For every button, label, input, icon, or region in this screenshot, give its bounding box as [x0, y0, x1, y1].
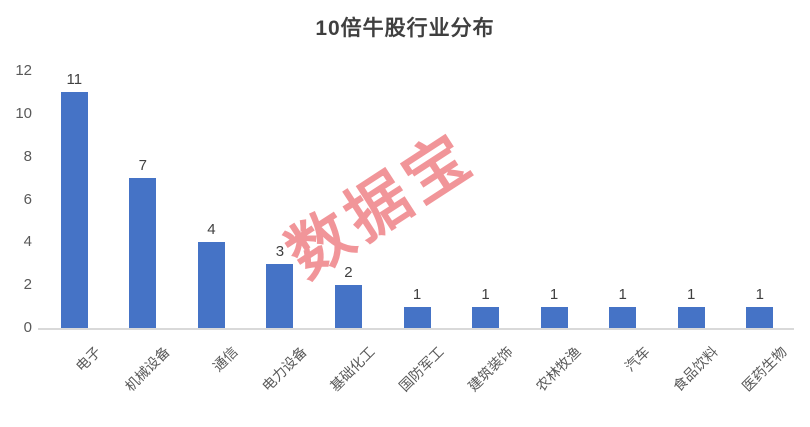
bar-value-label: 1 [549, 285, 559, 303]
bar-机械设备 [129, 178, 157, 328]
x-axis-cell: 食品饮料 [657, 330, 726, 425]
y-axis-tick-label: 8 [23, 147, 32, 165]
bar-医药生物 [746, 306, 774, 328]
x-axis-baseline [38, 328, 794, 330]
x-axis-cell: 汽车 [588, 330, 657, 425]
bar-国防军工 [403, 306, 431, 328]
y-axis-tick-label: 4 [23, 233, 32, 251]
bar-电子 [60, 92, 88, 328]
bar-slot-农林牧渔: 1 [520, 71, 589, 328]
bar-value-label: 1 [755, 285, 764, 303]
plot-area: 11 7 4 3 2 1 1 1 1 1 1 [40, 71, 794, 328]
bar-value-label: 4 [207, 221, 216, 239]
x-axis-cell: 医药生物 [725, 330, 794, 425]
bar-食品饮料 [677, 306, 705, 328]
x-axis-category-label: 建筑装饰 [464, 343, 516, 395]
bar-value-label: 7 [138, 157, 147, 175]
y-axis-tick-label: 12 [15, 62, 32, 79]
x-axis-category-label: 电力设备 [258, 343, 310, 395]
x-axis-category-label: 国防军工 [395, 343, 447, 395]
bar-slot-医药生物: 1 [725, 71, 794, 328]
bar-value-label: 2 [344, 264, 353, 282]
x-axis-category-label: 机械设备 [121, 343, 173, 395]
x-axis-category-label: 农林牧渔 [532, 343, 584, 395]
bar-slot-通信: 4 [177, 71, 246, 328]
x-axis-cell: 电力设备 [246, 330, 315, 425]
bar-value-label: 1 [481, 285, 490, 303]
y-axis: 0 2 4 6 8 10 12 [0, 63, 32, 336]
bar-value-label: 1 [618, 285, 627, 303]
bar-基础化工 [334, 285, 362, 328]
bar-slot-国防军工: 1 [383, 71, 452, 328]
y-axis-tick-label: 0 [23, 319, 32, 336]
bar-通信 [197, 242, 225, 328]
bar-value-label: 11 [66, 71, 83, 89]
bar-slot-电子: 11 [40, 71, 109, 328]
bar-农林牧渔 [540, 306, 568, 328]
bar-slot-电力设备: 3 [246, 71, 315, 328]
y-axis-tick-label: 10 [15, 104, 32, 122]
x-axis-category-label: 基础化工 [327, 343, 379, 395]
bar-slot-汽车: 1 [588, 71, 657, 328]
chart-title: 10倍牛股行业分布 [315, 17, 495, 40]
x-axis-category-label: 电子 [72, 343, 105, 375]
x-axis-cell: 电子 [40, 330, 109, 425]
bar-电力设备 [266, 263, 294, 328]
bar-汽车 [609, 306, 637, 328]
bar-建筑装饰 [472, 306, 500, 328]
x-axis-cell: 国防军工 [383, 330, 452, 425]
x-axis-category-label: 医药生物 [738, 343, 790, 395]
y-axis-tick-label: 2 [23, 276, 32, 294]
x-axis-cell: 农林牧渔 [520, 330, 589, 425]
bar-value-label: 1 [412, 285, 422, 303]
x-axis: 电子 机械设备 通信 电力设备 基础化工 国防军工 建筑装饰 农林牧渔 汽车 食品饮料 医药生物 [40, 330, 794, 425]
x-axis-category-label: 汽车 [621, 343, 653, 375]
bar-slot-基础化工: 2 [314, 71, 383, 328]
bar-slot-食品饮料: 1 [657, 71, 726, 328]
x-axis-cell: 基础化工 [314, 330, 383, 425]
bar-slot-机械设备: 7 [109, 71, 178, 328]
bar-value-label: 1 [687, 285, 696, 303]
x-axis-category-label: 食品饮料 [670, 343, 721, 395]
x-axis-category-label: 通信 [209, 343, 242, 375]
bar-slot-建筑装饰: 1 [451, 71, 520, 328]
y-axis-tick-label: 6 [23, 190, 32, 208]
x-axis-cell: 建筑装饰 [451, 330, 520, 425]
x-axis-cell: 机械设备 [109, 330, 178, 425]
x-axis-cell: 通信 [177, 330, 246, 425]
bar-value-label: 3 [275, 242, 285, 260]
